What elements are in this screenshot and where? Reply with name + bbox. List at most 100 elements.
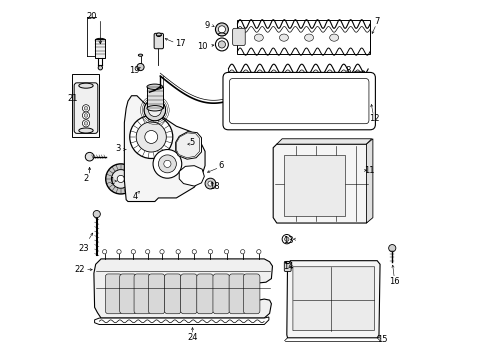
Circle shape — [215, 23, 228, 36]
Circle shape — [215, 38, 228, 51]
Circle shape — [176, 249, 180, 254]
Circle shape — [256, 249, 261, 254]
Circle shape — [163, 160, 171, 167]
Circle shape — [136, 122, 166, 152]
Text: 11: 11 — [363, 166, 374, 175]
Text: 21: 21 — [68, 94, 78, 103]
Polygon shape — [286, 261, 379, 338]
Circle shape — [84, 114, 88, 117]
Ellipse shape — [279, 34, 288, 41]
Circle shape — [131, 249, 135, 254]
Circle shape — [282, 234, 291, 244]
Polygon shape — [175, 132, 201, 159]
Circle shape — [208, 249, 212, 254]
Text: 19: 19 — [129, 66, 140, 75]
Ellipse shape — [95, 39, 105, 42]
Text: 13: 13 — [283, 236, 293, 245]
FancyBboxPatch shape — [105, 274, 122, 314]
Text: 7: 7 — [374, 17, 379, 26]
Bar — [237, 21, 369, 54]
Text: 17: 17 — [174, 39, 185, 48]
Bar — [72, 74, 99, 137]
Circle shape — [82, 112, 89, 119]
FancyBboxPatch shape — [148, 274, 164, 314]
Ellipse shape — [329, 34, 338, 41]
Circle shape — [160, 249, 164, 254]
Circle shape — [111, 170, 130, 188]
Text: 16: 16 — [388, 276, 399, 285]
Text: 6: 6 — [218, 161, 224, 170]
Circle shape — [218, 41, 225, 48]
Circle shape — [207, 181, 212, 186]
Polygon shape — [124, 96, 204, 202]
FancyBboxPatch shape — [180, 274, 197, 314]
FancyBboxPatch shape — [74, 83, 98, 134]
Ellipse shape — [147, 84, 163, 89]
Polygon shape — [276, 139, 371, 144]
Ellipse shape — [138, 54, 142, 56]
Circle shape — [144, 131, 158, 143]
Circle shape — [148, 104, 161, 117]
Text: 12: 12 — [368, 114, 379, 123]
Circle shape — [82, 120, 89, 127]
Text: 14: 14 — [283, 262, 293, 271]
Circle shape — [192, 249, 196, 254]
Circle shape — [84, 107, 88, 110]
Circle shape — [85, 152, 94, 161]
FancyBboxPatch shape — [232, 28, 244, 45]
Text: 10: 10 — [197, 42, 207, 51]
Polygon shape — [179, 166, 204, 186]
Circle shape — [82, 105, 89, 112]
Polygon shape — [94, 259, 272, 318]
Polygon shape — [292, 267, 374, 330]
FancyBboxPatch shape — [134, 274, 150, 314]
FancyBboxPatch shape — [196, 274, 213, 314]
Text: 9: 9 — [204, 21, 209, 30]
Bar — [284, 155, 344, 216]
Circle shape — [218, 26, 225, 33]
FancyBboxPatch shape — [229, 78, 368, 124]
Ellipse shape — [147, 105, 163, 111]
FancyBboxPatch shape — [228, 274, 245, 314]
Polygon shape — [176, 133, 199, 158]
FancyBboxPatch shape — [223, 72, 375, 130]
FancyBboxPatch shape — [212, 274, 229, 314]
FancyBboxPatch shape — [164, 274, 181, 314]
Text: 1: 1 — [109, 176, 114, 185]
Ellipse shape — [79, 83, 93, 88]
Circle shape — [117, 249, 121, 254]
Circle shape — [117, 175, 124, 183]
Circle shape — [388, 244, 395, 252]
Text: 4: 4 — [132, 192, 138, 201]
Text: 24: 24 — [187, 333, 197, 342]
Circle shape — [129, 116, 172, 158]
Circle shape — [145, 249, 149, 254]
Circle shape — [158, 155, 176, 173]
Ellipse shape — [285, 261, 289, 264]
FancyBboxPatch shape — [243, 274, 260, 314]
FancyBboxPatch shape — [284, 261, 290, 271]
Ellipse shape — [304, 34, 313, 41]
Circle shape — [102, 249, 106, 254]
FancyBboxPatch shape — [120, 274, 136, 314]
Circle shape — [105, 164, 136, 194]
Polygon shape — [366, 139, 372, 223]
Polygon shape — [273, 144, 369, 223]
Bar — [95, 40, 105, 58]
Text: 22: 22 — [74, 265, 84, 274]
Circle shape — [137, 63, 144, 71]
Bar — [147, 87, 163, 108]
Circle shape — [93, 211, 100, 218]
Polygon shape — [94, 317, 268, 324]
Circle shape — [134, 180, 145, 191]
Circle shape — [144, 99, 165, 121]
Text: 3: 3 — [115, 144, 121, 153]
Circle shape — [204, 178, 215, 189]
Text: 5: 5 — [189, 138, 194, 147]
Circle shape — [98, 66, 102, 70]
Ellipse shape — [156, 33, 161, 37]
Text: 2: 2 — [83, 174, 88, 183]
Circle shape — [84, 122, 88, 125]
Text: 8: 8 — [345, 66, 350, 75]
Text: 20: 20 — [86, 12, 97, 21]
